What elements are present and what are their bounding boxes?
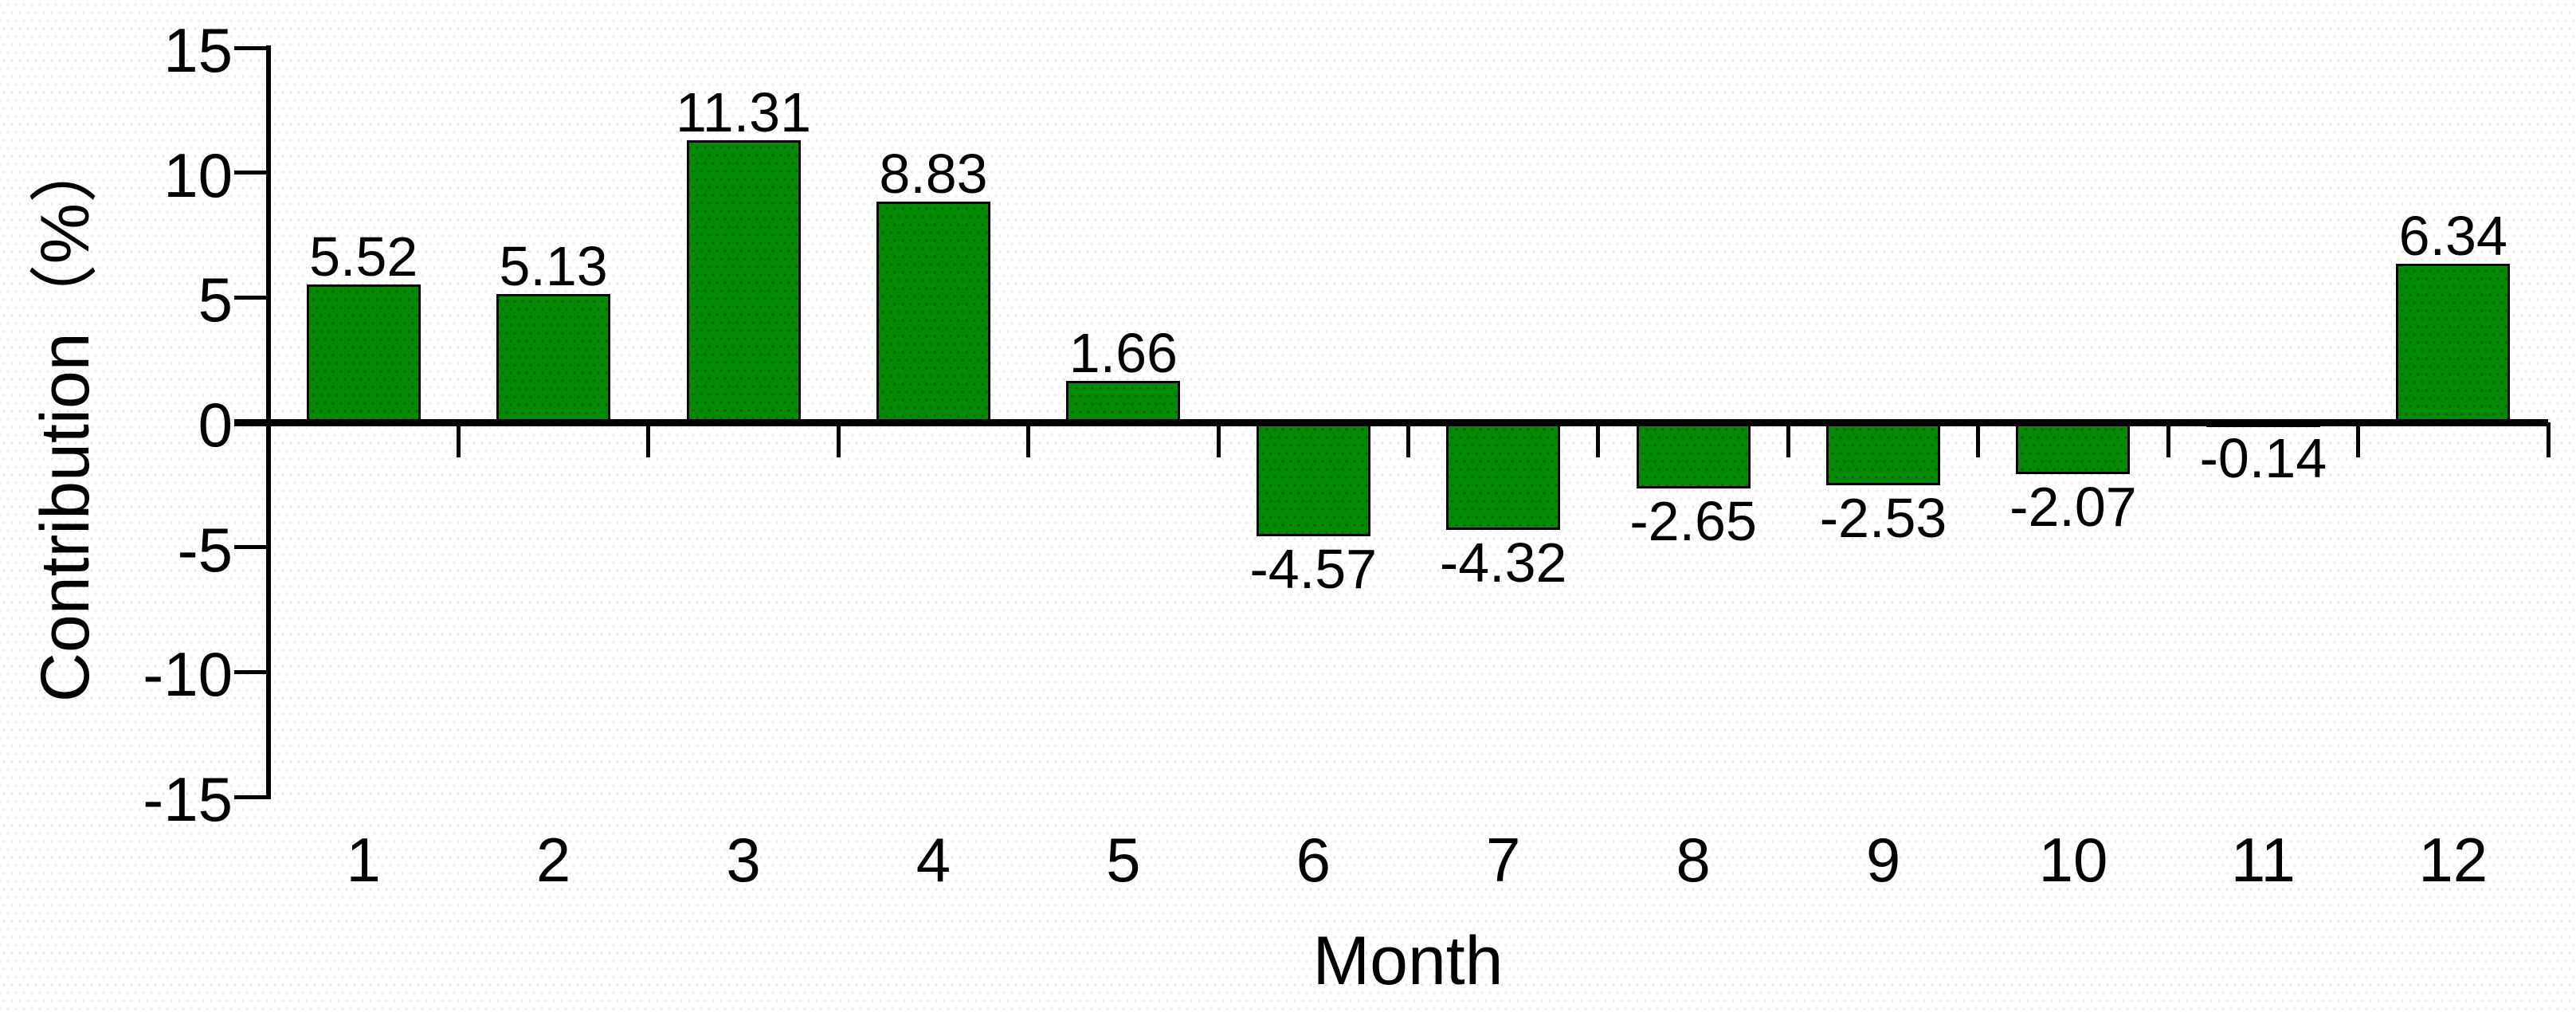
x-axis-tick: [1976, 422, 1981, 457]
y-tick-label: 0: [198, 390, 233, 461]
x-axis-tick: [2356, 422, 2361, 457]
x-tick-label: 7: [1486, 825, 1521, 895]
x-tick-label: 10: [2038, 825, 2108, 895]
bar-month-5: [1066, 380, 1181, 422]
x-axis-tick: [1216, 422, 1221, 457]
bar-month-3: [686, 139, 801, 422]
x-tick-label: 12: [2418, 825, 2488, 895]
x-axis-title: Month: [1312, 923, 1504, 999]
bar-value-label: -4.57: [1249, 538, 1378, 601]
y-tick-label: 15: [163, 15, 233, 86]
bar-value-label: 11.31: [676, 80, 812, 143]
x-axis-tick: [646, 422, 651, 457]
bar-month-9: [1826, 422, 1941, 486]
bar-month-6: [1256, 422, 1370, 537]
x-axis-tick: [2166, 422, 2170, 457]
y-axis-tick: [234, 420, 269, 425]
x-tick-label: 2: [535, 825, 571, 895]
bar-value-label: 5.13: [499, 235, 608, 298]
bar-value-label: -2.53: [1819, 487, 1947, 550]
x-axis-tick: [1786, 422, 1790, 457]
x-tick-label: 6: [1296, 825, 1331, 895]
x-tick-label: 5: [1106, 825, 1141, 895]
bar-value-label: -0.14: [2199, 427, 2327, 490]
x-tick-label: 1: [346, 825, 381, 895]
x-tick-label: 9: [1865, 825, 1901, 895]
bar-month-8: [1636, 422, 1751, 489]
y-axis-tick: [234, 669, 269, 674]
bar-month-10: [2016, 422, 2131, 474]
bar-value-label: 1.66: [1068, 321, 1178, 384]
x-axis-tick: [1596, 422, 1601, 457]
bar-value-label: -2.65: [1629, 490, 1757, 553]
x-axis-tick: [456, 422, 461, 457]
x-tick-label: 11: [2230, 825, 2296, 895]
bar-value-label: -4.32: [1439, 531, 1567, 594]
x-tick-label: 4: [916, 825, 951, 895]
x-axis-tick: [2546, 422, 2551, 457]
bar-month-7: [1446, 422, 1561, 531]
y-axis-tick: [234, 295, 269, 300]
bar-month-12: [2396, 264, 2511, 422]
y-axis-tick: [234, 171, 269, 175]
bar-value-label: -2.07: [2009, 475, 2137, 538]
x-tick-label: 3: [726, 825, 761, 895]
y-tick-label: -10: [143, 639, 233, 710]
y-tick-label: 5: [198, 265, 233, 335]
x-axis-tick: [1026, 422, 1031, 457]
bar-value-label: 6.34: [2398, 205, 2507, 268]
y-tick-label: -5: [177, 514, 233, 585]
y-tick-label: -15: [143, 764, 233, 835]
bar-value-label: 8.83: [879, 143, 988, 206]
x-axis-zero-line: [234, 418, 2548, 426]
bar-value-label: 5.52: [309, 226, 418, 288]
x-axis-tick: [836, 422, 841, 457]
y-axis-tick: [234, 545, 269, 550]
bar-month-1: [306, 284, 421, 422]
y-axis-title: Contribution（%）: [27, 134, 104, 703]
y-axis-tick: [234, 45, 269, 50]
y-axis-tick: [234, 794, 269, 799]
bar-month-4: [876, 202, 990, 422]
bar-month-2: [496, 294, 611, 422]
x-tick-label: 8: [1676, 825, 1711, 895]
x-axis-tick: [1406, 422, 1410, 457]
y-tick-label: 10: [163, 139, 233, 210]
